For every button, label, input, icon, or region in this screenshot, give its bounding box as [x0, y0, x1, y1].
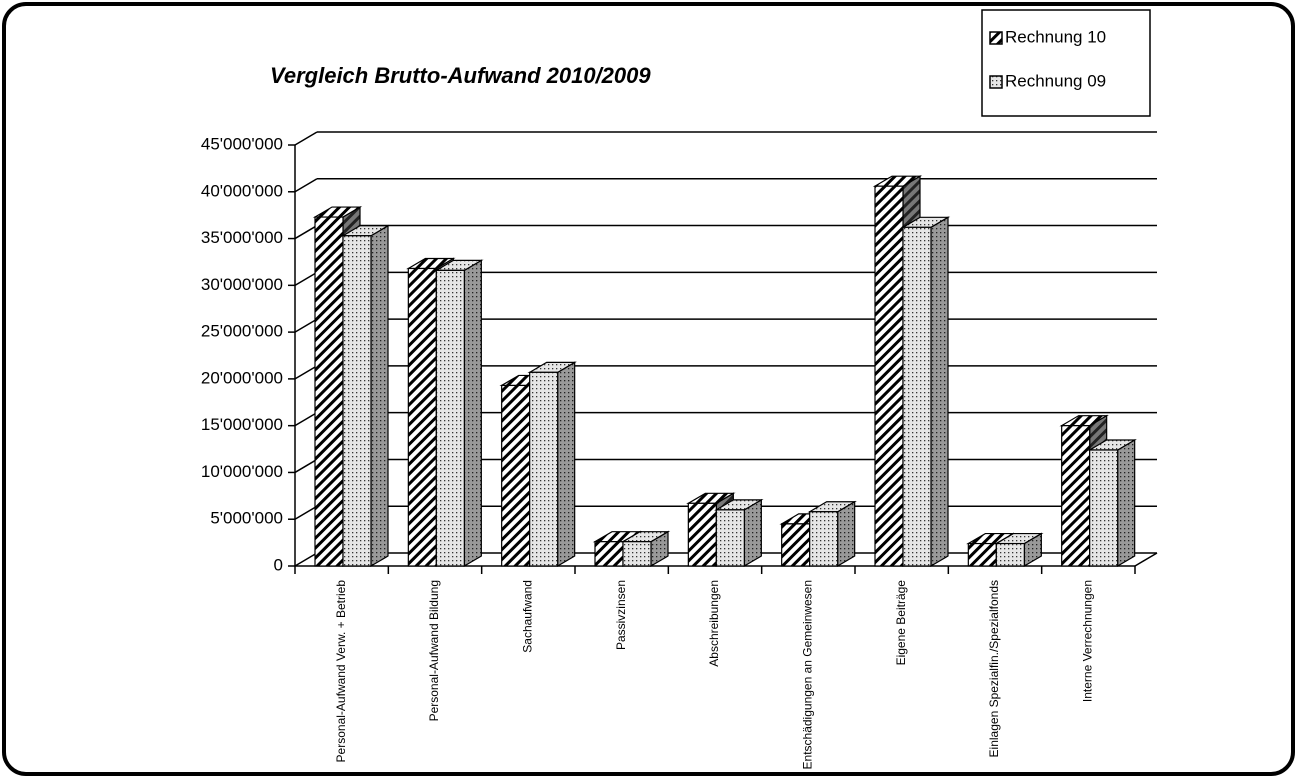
y-tick-label: 0: [274, 555, 283, 574]
bar-side: [370, 224, 389, 568]
legend-box: [981, 9, 1151, 117]
y-tick-label: 25'000'000: [201, 322, 283, 341]
y-tick-label: 20'000'000: [201, 368, 283, 387]
x-tick-label: Passivzinsen: [614, 580, 628, 650]
bar: [995, 542, 1025, 567]
bar: [342, 235, 372, 567]
bar: [874, 185, 904, 567]
bar-side: [743, 498, 762, 568]
bar: [407, 267, 437, 567]
bar: [781, 523, 811, 567]
x-tick-label: Personal-Aufwand Verw. + Betrieb: [334, 580, 348, 763]
x-tick-label: Personal-Aufwand Bildung: [427, 580, 441, 721]
bar-side: [930, 216, 949, 568]
grid-depth: [294, 458, 318, 474]
y-tick-label: 10'000'000: [201, 462, 283, 481]
bar-side: [463, 259, 482, 568]
bar: [902, 226, 932, 567]
bar: [594, 541, 624, 567]
grid-depth: [294, 178, 318, 193]
grid-depth: [294, 365, 318, 380]
grid-depth: [294, 552, 318, 567]
bar: [314, 216, 344, 567]
floor-edge: [1134, 552, 1158, 567]
y-tick-label: 15'000'000: [201, 415, 283, 434]
bar: [967, 542, 997, 567]
bar: [687, 502, 717, 567]
legend-swatch: [989, 75, 1003, 89]
bar: [622, 541, 652, 567]
bar: [809, 511, 839, 567]
x-tick-label: Einlagen Spezialfin./Spezialfonds: [987, 580, 1001, 757]
x-tick-label: Eigene Beiträge: [894, 580, 908, 666]
x-tick-label: Interne Verrechnungen: [1081, 580, 1095, 702]
grid-depth: [294, 412, 318, 427]
bar-side: [1117, 438, 1136, 568]
grid-depth: [294, 224, 318, 240]
grid-depth: [294, 131, 318, 146]
bar: [529, 371, 559, 567]
bar-side: [557, 361, 576, 568]
legend-swatch: [989, 31, 1003, 45]
chart-title: Vergleich Brutto-Aufwand 2010/2009: [270, 63, 651, 88]
legend-label: Rechnung 10: [1005, 27, 1106, 46]
grid-depth: [294, 271, 318, 286]
y-tick-label: 30'000'000: [201, 275, 283, 294]
bar: [715, 509, 745, 567]
grid-depth: [294, 505, 318, 520]
bar: [1061, 425, 1091, 567]
bar: [1089, 449, 1119, 567]
grid-depth: [294, 318, 318, 333]
y-tick-label: 40'000'000: [201, 181, 283, 200]
legend-label: Rechnung 09: [1005, 71, 1106, 90]
bar: [501, 384, 531, 567]
bar: [435, 269, 465, 567]
x-tick-label: Sachaufwand: [521, 580, 535, 653]
x-tick-label: Entschädigungen an Gemeinwesen: [801, 580, 815, 769]
y-tick-label: 45'000'000: [201, 134, 283, 153]
y-tick-label: 5'000'000: [210, 509, 283, 528]
bar-side: [837, 500, 856, 568]
y-tick-label: 35'000'000: [201, 228, 283, 247]
x-tick-label: Abschreibungen: [707, 580, 721, 667]
